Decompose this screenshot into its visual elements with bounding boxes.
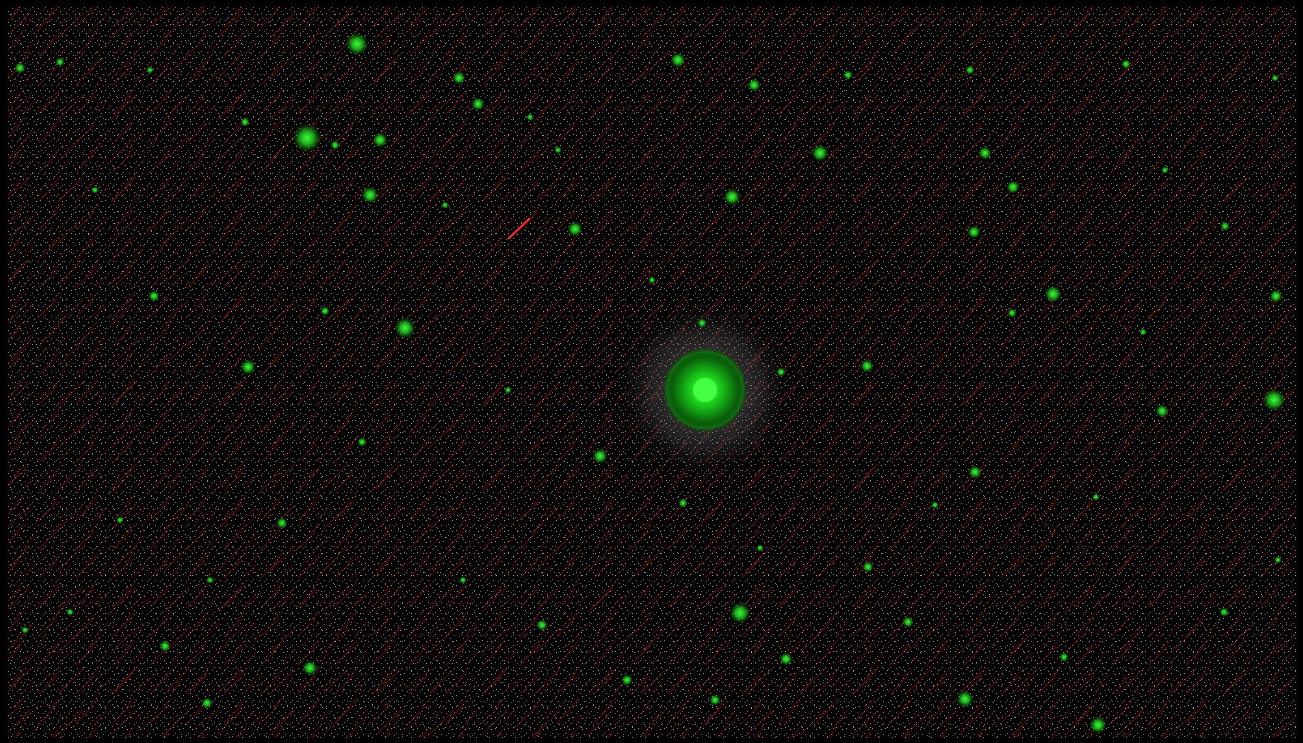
star: [779, 652, 793, 666]
star: [345, 32, 369, 56]
star: [776, 367, 786, 377]
star: [862, 561, 874, 573]
star: [357, 437, 367, 447]
star: [292, 123, 322, 153]
star: [66, 608, 74, 616]
bright-streak: [507, 217, 531, 240]
star: [14, 62, 26, 74]
star: [361, 186, 379, 204]
star: [1220, 221, 1230, 231]
star: [670, 52, 686, 68]
star: [621, 674, 633, 686]
star: [1007, 308, 1017, 318]
star: [729, 602, 751, 624]
star: [1059, 652, 1069, 662]
star: [441, 201, 449, 209]
star: [372, 132, 388, 148]
star: [1006, 180, 1020, 194]
star: [965, 65, 975, 75]
star: [201, 697, 213, 709]
star: [116, 516, 124, 524]
star: [931, 501, 939, 509]
star: [240, 359, 256, 375]
star: [536, 619, 548, 631]
star: [1139, 328, 1147, 336]
star: [394, 317, 416, 339]
star: [648, 276, 656, 284]
star: [240, 117, 250, 127]
star: [956, 690, 974, 708]
star: [1092, 493, 1100, 501]
star: [1269, 289, 1283, 303]
star: [302, 660, 318, 676]
green-stars: [14, 32, 1286, 734]
star: [1219, 607, 1229, 617]
star: [21, 626, 29, 634]
star: [709, 694, 721, 706]
star: [459, 576, 467, 584]
star: [206, 576, 214, 584]
star: [526, 113, 534, 121]
star: [902, 616, 914, 628]
star: [55, 57, 65, 67]
star: [1271, 74, 1279, 82]
star: [1089, 716, 1107, 734]
star: [320, 306, 330, 316]
star: [968, 465, 982, 479]
star: [1044, 285, 1062, 303]
star: [504, 386, 512, 394]
star: [843, 70, 853, 80]
star: [1274, 556, 1282, 564]
star: [148, 290, 160, 302]
star: [1161, 166, 1169, 174]
star: [554, 146, 562, 154]
star: [146, 66, 154, 74]
star: [91, 186, 99, 194]
star: [697, 318, 707, 328]
star: [678, 498, 688, 508]
star: [978, 146, 992, 160]
star: [747, 78, 761, 92]
star: [471, 97, 485, 111]
star: [592, 448, 608, 464]
star: [1155, 404, 1169, 418]
star: [567, 221, 583, 237]
star: [330, 140, 340, 150]
star: [723, 188, 741, 206]
star: [967, 225, 981, 239]
central-star-core: [693, 378, 717, 402]
star: [159, 640, 171, 652]
star: [1121, 59, 1131, 69]
star: [756, 544, 764, 552]
star: [1262, 388, 1286, 412]
central-star-ring: [667, 352, 743, 428]
star: [811, 144, 829, 162]
star: [452, 71, 466, 85]
star: [276, 517, 288, 529]
star: [860, 359, 874, 373]
